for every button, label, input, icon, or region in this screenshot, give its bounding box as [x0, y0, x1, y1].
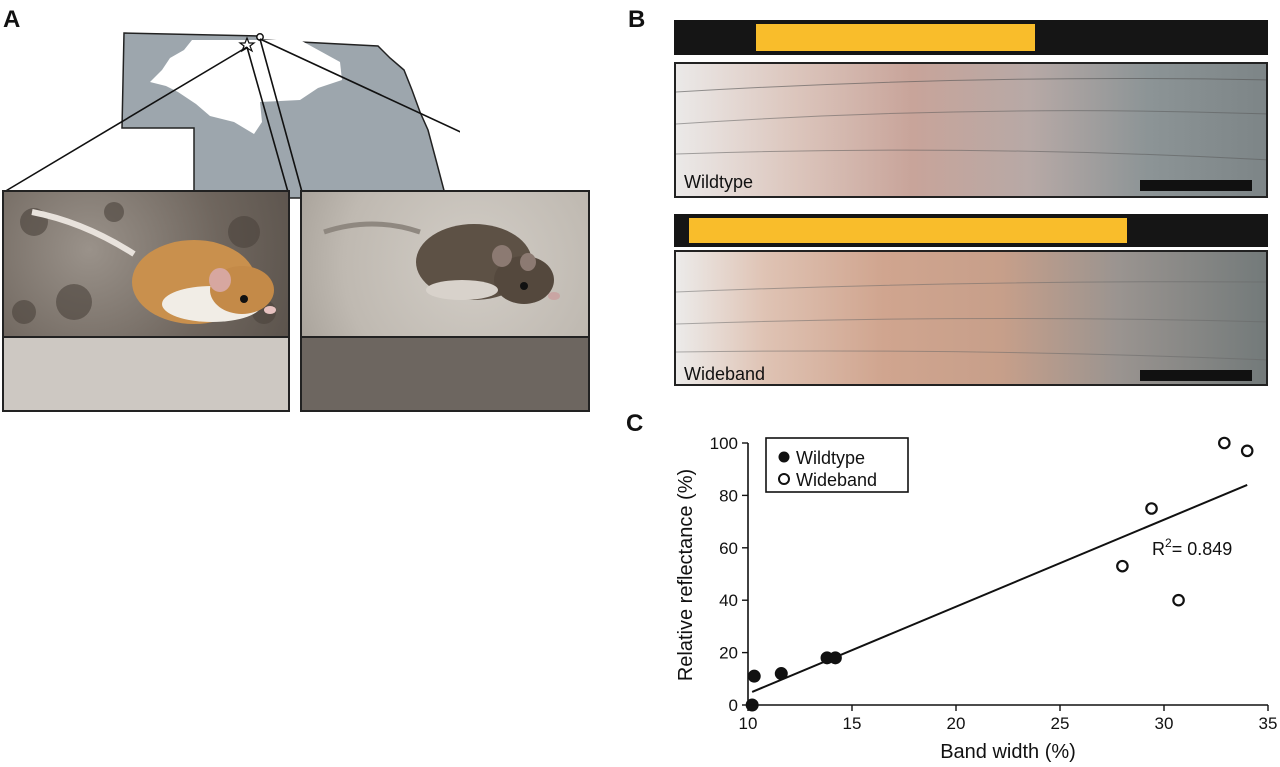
- hair-image-wildtype: Wildtype: [674, 62, 1268, 198]
- point-wideband: [1172, 593, 1185, 607]
- y-tick-label: 80: [719, 486, 738, 505]
- hair-label-wildtype: Wildtype: [684, 172, 754, 192]
- x-tick-label: 15: [843, 714, 862, 733]
- y-tick-label: 20: [719, 644, 738, 663]
- x-tick-label: 35: [1259, 714, 1278, 733]
- panel-c-label: C: [626, 410, 644, 437]
- y-axis-title: Relative reflectance (%): [675, 469, 697, 681]
- point-wildtype: [828, 651, 842, 665]
- point-wideband: [1145, 502, 1158, 515]
- legend-wildtype: Wildtype: [796, 448, 865, 468]
- band-segment-wideband: [688, 218, 1128, 243]
- band-bar-wildtype: [674, 20, 1268, 55]
- point-wideband: [1218, 436, 1231, 450]
- point-wideband: [1240, 444, 1254, 458]
- x-tick-label: 20: [947, 714, 966, 733]
- point-wildtype: [774, 667, 788, 681]
- x-tick-label: 10: [739, 714, 758, 733]
- x-tick-label: 30: [1155, 714, 1174, 733]
- y-tick-label: 40: [719, 591, 738, 610]
- panel-a-label: A: [3, 6, 21, 33]
- y-tick-label: 100: [710, 434, 738, 453]
- band-bar-wideband: [674, 214, 1268, 247]
- hair-image-wideband: Wideband: [674, 250, 1268, 386]
- point-wildtype: [747, 669, 761, 683]
- legend: Wildtype Wideband: [765, 437, 909, 493]
- legend-wideband: Wideband: [796, 470, 877, 490]
- substrate-light: [2, 336, 290, 412]
- photo-dark-mouse: [300, 190, 590, 338]
- x-axis-title: Band width (%): [940, 741, 1076, 763]
- hair-label-wideband: Wideband: [684, 364, 766, 384]
- y-tick-label: 0: [729, 696, 738, 715]
- scale-bar-wideband: [1140, 370, 1252, 381]
- nebraska-map: [3, 32, 460, 199]
- substrate-dark: [300, 336, 590, 412]
- point-wideband: [1116, 559, 1129, 573]
- scale-bar-wildtype: [1140, 180, 1252, 191]
- x-tick-label: 25: [1051, 714, 1070, 733]
- photo-wildtype-mouse: [2, 190, 290, 338]
- panel-b-label: B: [628, 6, 646, 33]
- band-segment-wildtype: [755, 24, 1035, 51]
- y-tick-label: 60: [719, 539, 738, 558]
- r-squared-annotation: R2= 0.849: [1152, 536, 1232, 559]
- sandhills-region: [150, 40, 342, 134]
